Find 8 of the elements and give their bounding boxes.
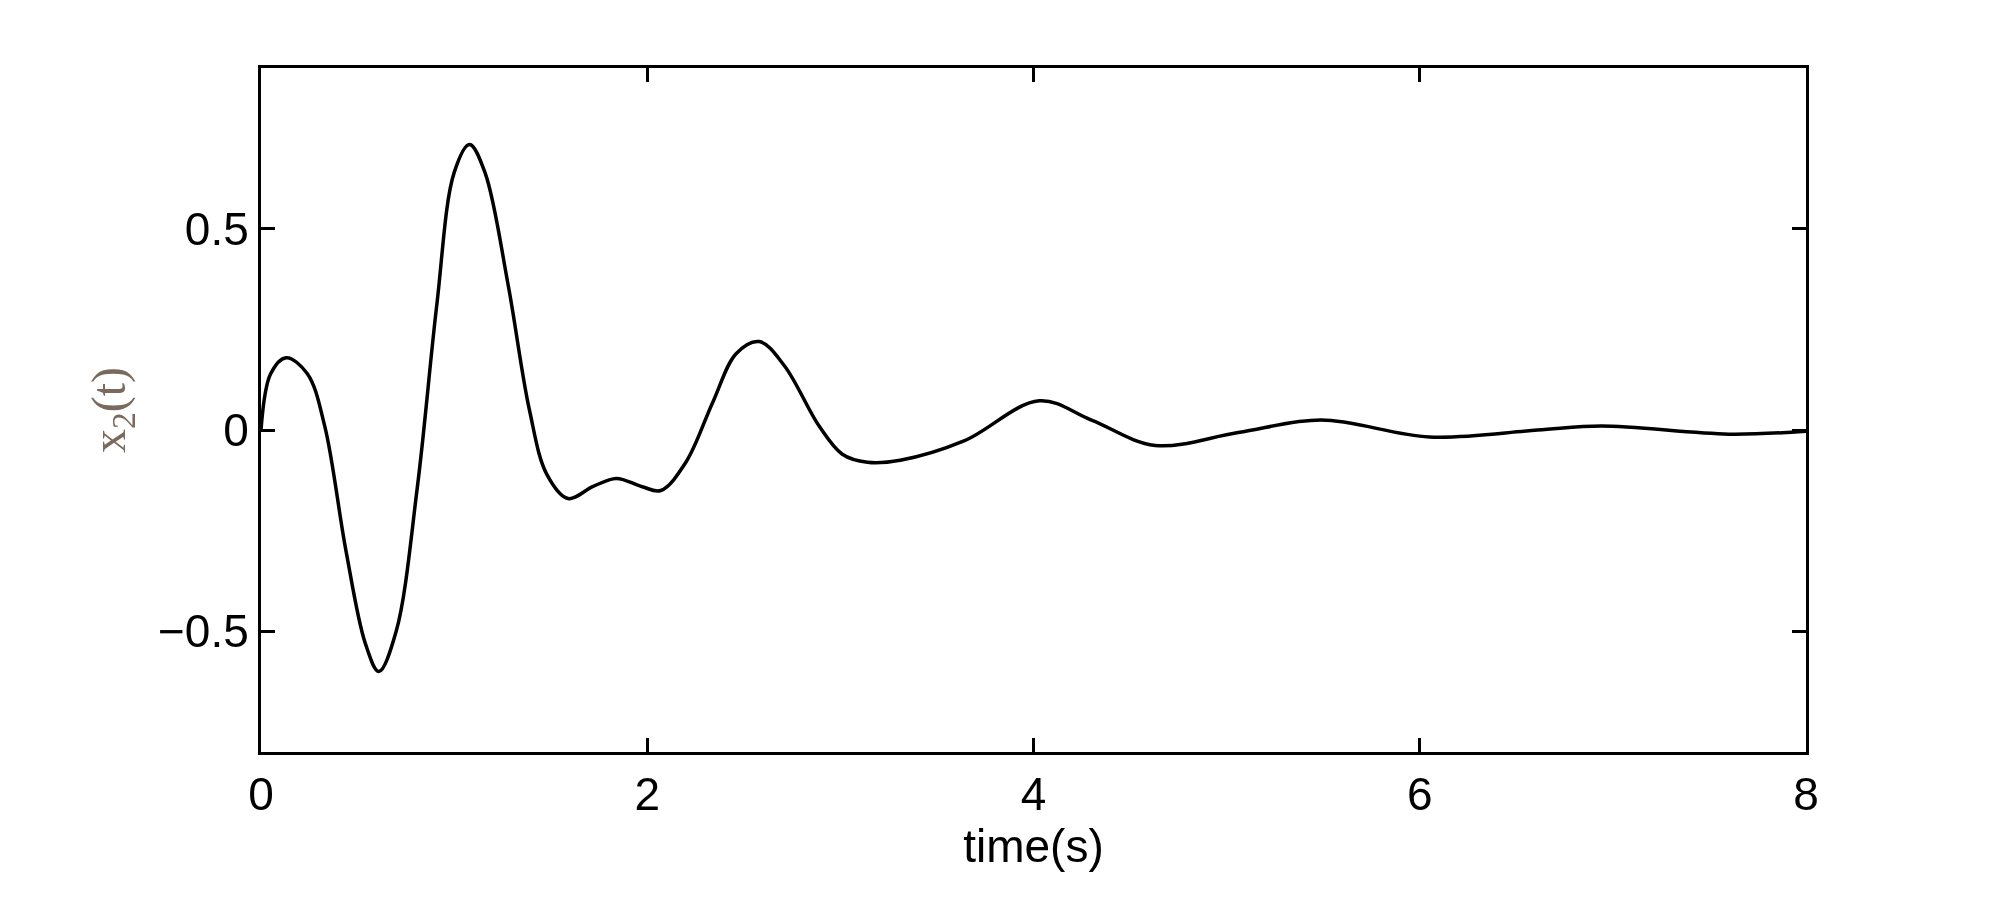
x-tick-label: 8 xyxy=(1793,768,1819,821)
x-tick-label: 4 xyxy=(1020,768,1047,821)
x-tick-label: 2 xyxy=(634,768,661,821)
y-tick-label: 0.5 xyxy=(184,203,249,256)
x-axis-title: time(s) xyxy=(963,820,1104,873)
x-tick-label: 6 xyxy=(1406,768,1433,821)
y-tick-label: −0.5 xyxy=(157,605,249,658)
y-tick-label: 0 xyxy=(223,404,249,457)
